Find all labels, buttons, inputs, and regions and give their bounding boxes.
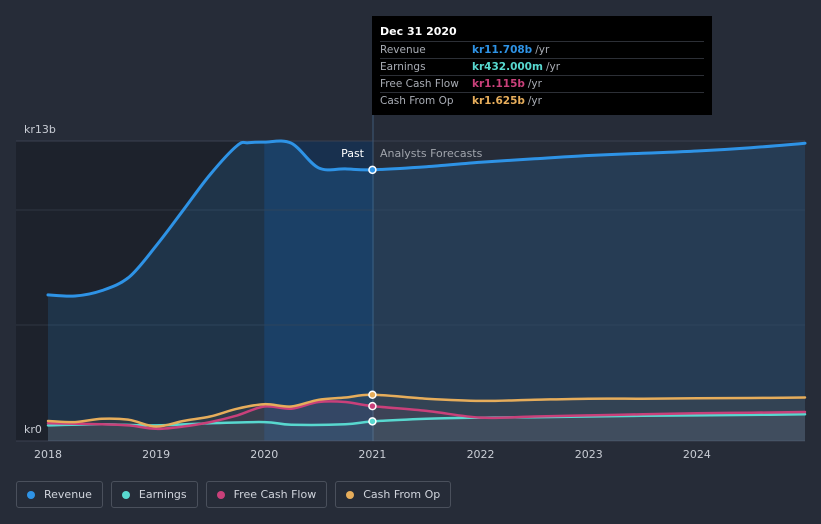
legend-dot-icon [346,490,355,499]
fcf-marker[interactable] [368,401,377,411]
legend-dot-icon [121,490,130,499]
forecast-label: Analysts Forecasts [380,147,483,160]
tooltip-value: kr1.625b [472,95,525,107]
x-tick-label: 2021 [358,448,386,461]
legend-item-revenue[interactable]: Revenue [16,481,103,508]
earnings-area [48,414,805,441]
fcf-area [48,401,805,441]
legend-label: Earnings [138,488,187,501]
earnings-line [46,413,807,427]
legend-label: Revenue [44,488,92,501]
tooltip-label: Revenue [380,44,426,56]
revenue-area [48,141,805,442]
revenue-line [46,139,807,298]
tooltip-value: kr1.115b [472,78,525,90]
legend: Revenue Earnings Free Cash Flow Cash From O… [16,481,452,508]
tooltip-value: kr432.000m [472,61,543,73]
x-tick-label: 2023 [575,448,603,461]
legend-dot-icon [27,490,35,499]
tooltip-label: Free Cash Flow [380,78,459,90]
x-tick-label: 2018 [34,448,62,461]
tooltip: Dec 31 2020 Revenue kr11.708b/yr Earnings k… [372,16,712,115]
fcf-line [46,400,807,431]
tooltip-value: kr11.708b [472,44,533,56]
tooltip-label: Earnings [380,61,426,73]
highlight-band [264,141,373,441]
x-tick-label: 2020 [250,448,278,461]
tooltip-label: Cash From Op [380,95,454,107]
legend-item-earnings[interactable]: Earnings [110,481,198,508]
y-tick-label-bottom: kr0 [24,423,42,436]
tooltip-row: Free Cash Flow kr1.115b/yr [380,75,704,92]
tooltip-row: Cash From Op kr1.625b/yr [380,92,704,109]
tooltip-unit: /yr [527,95,542,107]
tooltip-row: Earnings kr432.000m/yr [380,58,704,75]
tooltip-unit: /yr [535,44,550,56]
tooltip-unit: /yr [545,61,561,73]
earnings-marker[interactable] [368,417,377,426]
legend-label: Cash From Op [363,488,441,501]
x-tick-label: 2019 [142,448,170,461]
tooltip-row: Revenue kr11.708b/yr [380,41,704,58]
y-tick-label-top: kr13b [24,123,56,136]
legend-item-free-cash-flow[interactable]: Free Cash Flow [205,481,328,508]
cfo-line [46,393,807,428]
legend-dot-icon [216,490,225,499]
legend-item-cash-from-op[interactable]: Cash From Op [335,481,452,508]
cfo-marker[interactable] [368,390,377,399]
past-label: Past [341,147,365,160]
legend-label: Free Cash Flow [233,488,317,501]
x-tick-label: 2022 [467,448,495,461]
x-tick-label: 2024 [683,448,711,461]
revenue-marker[interactable] [368,165,377,175]
tooltip-unit: /yr [527,78,542,90]
tooltip-date: Dec 31 2020 [380,25,457,38]
